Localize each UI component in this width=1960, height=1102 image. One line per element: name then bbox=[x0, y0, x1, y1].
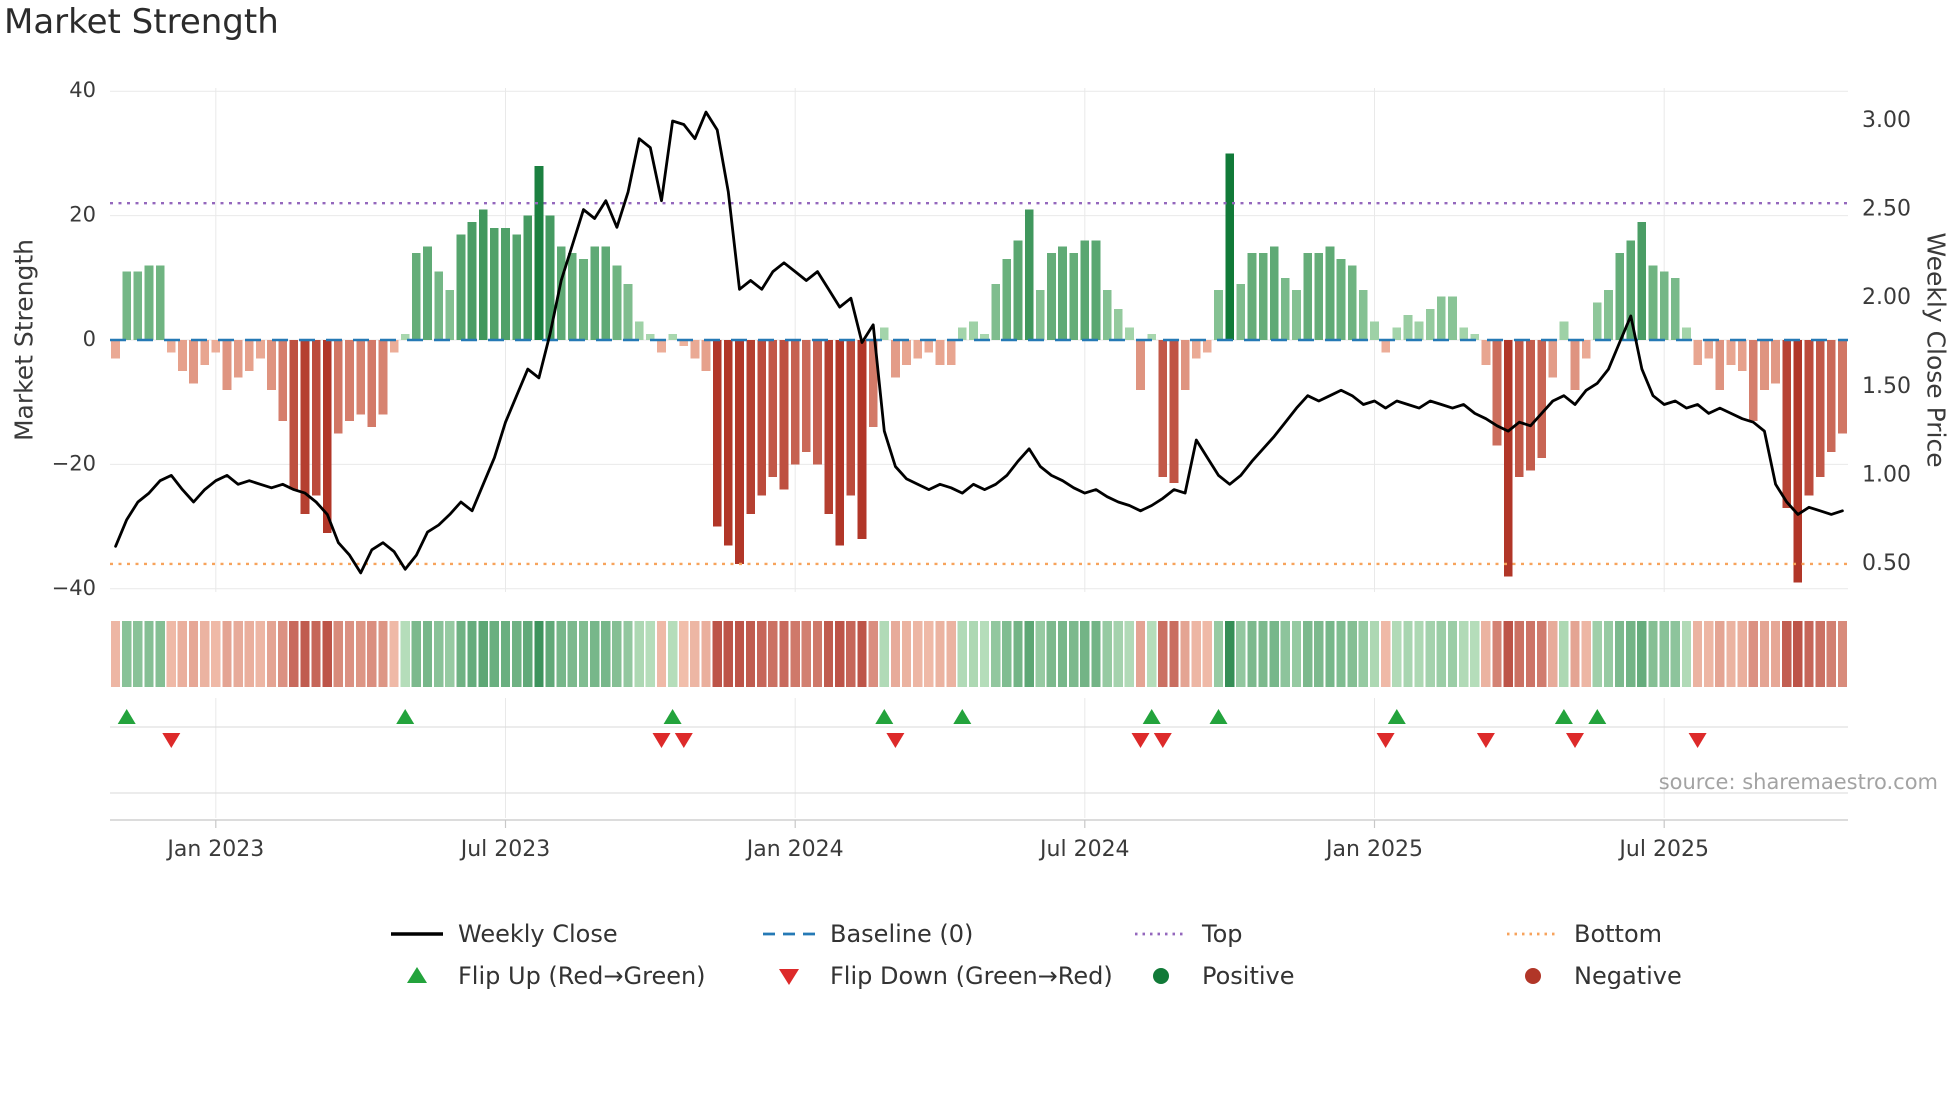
svg-text:1.50: 1.50 bbox=[1862, 374, 1911, 399]
flip-up-triangle-icon bbox=[388, 964, 446, 988]
svg-text:Jul 2024: Jul 2024 bbox=[1038, 837, 1130, 862]
flip-down-triangle-icon bbox=[760, 964, 818, 988]
svg-text:Jul 2025: Jul 2025 bbox=[1617, 837, 1709, 862]
bottom-dotted-line-icon bbox=[1504, 922, 1562, 946]
svg-text:Jan 2025: Jan 2025 bbox=[1324, 837, 1423, 862]
source-attribution: source: sharemaestro.com bbox=[1658, 770, 1938, 794]
legend-item-bottom: Bottom bbox=[1504, 918, 1876, 950]
heatmap-strip bbox=[110, 621, 1848, 687]
legend-label-positive: Positive bbox=[1202, 962, 1295, 990]
legend-item-baseline: Baseline (0) bbox=[760, 918, 1132, 950]
negative-dot-icon bbox=[1504, 964, 1562, 988]
legend-label-bottom: Bottom bbox=[1574, 920, 1663, 948]
baseline-dashed-line-icon bbox=[760, 922, 818, 946]
svg-text:0: 0 bbox=[83, 327, 96, 351]
y-axis-right-labels: 3.00 2.50 2.00 1.50 1.00 0.50 bbox=[1862, 108, 1911, 576]
svg-text:−20: −20 bbox=[52, 451, 96, 475]
legend-label-top: Top bbox=[1202, 920, 1243, 948]
top-dotted-line-icon bbox=[1132, 922, 1190, 946]
legend-item-positive: Positive bbox=[1132, 960, 1504, 992]
legend-item-flip-up: Flip Up (Red→Green) bbox=[388, 960, 760, 992]
legend-label-flip-up: Flip Up (Red→Green) bbox=[458, 962, 706, 990]
svg-text:20: 20 bbox=[69, 203, 96, 227]
legend-label-flip-down: Flip Down (Green→Red) bbox=[830, 962, 1113, 990]
legend-label-negative: Negative bbox=[1574, 962, 1682, 990]
gridlines bbox=[110, 88, 1848, 818]
svg-text:2.50: 2.50 bbox=[1862, 197, 1911, 222]
svg-text:3.00: 3.00 bbox=[1862, 108, 1911, 133]
strength-bars bbox=[111, 153, 1847, 583]
weekly-close-line bbox=[114, 110, 1844, 575]
svg-text:Jan 2024: Jan 2024 bbox=[745, 837, 844, 862]
svg-text:0.50: 0.50 bbox=[1862, 551, 1911, 576]
svg-text:Jul 2023: Jul 2023 bbox=[459, 837, 551, 862]
svg-text:Jan 2023: Jan 2023 bbox=[165, 837, 264, 862]
chart-legend: Weekly Close Baseline (0) Top Bottom Fli… bbox=[388, 918, 1876, 992]
legend-item-flip-down: Flip Down (Green→Red) bbox=[760, 960, 1132, 992]
svg-text:1.00: 1.00 bbox=[1862, 462, 1911, 487]
chart-title: Market Strength bbox=[4, 2, 279, 42]
flip-down-markers bbox=[162, 733, 1707, 748]
svg-text:2.00: 2.00 bbox=[1862, 285, 1911, 310]
legend-item-negative: Negative bbox=[1504, 960, 1876, 992]
legend-label-weekly-close: Weekly Close bbox=[458, 920, 618, 948]
svg-text:40: 40 bbox=[69, 78, 96, 102]
legend-item-top: Top bbox=[1132, 918, 1504, 950]
x-axis-labels: Jan 2023 Jul 2023 Jan 2024 Jul 2024 Jan 2025… bbox=[165, 820, 1709, 862]
weekly-close-line-icon bbox=[388, 922, 446, 946]
positive-dot-icon bbox=[1132, 964, 1190, 988]
flip-up-markers bbox=[117, 709, 1607, 724]
svg-text:−40: −40 bbox=[52, 576, 96, 600]
legend-label-baseline: Baseline (0) bbox=[830, 920, 974, 948]
y-axis-left-labels: 40 20 0 −20 −40 bbox=[52, 78, 96, 600]
legend-item-weekly-close: Weekly Close bbox=[388, 918, 760, 950]
